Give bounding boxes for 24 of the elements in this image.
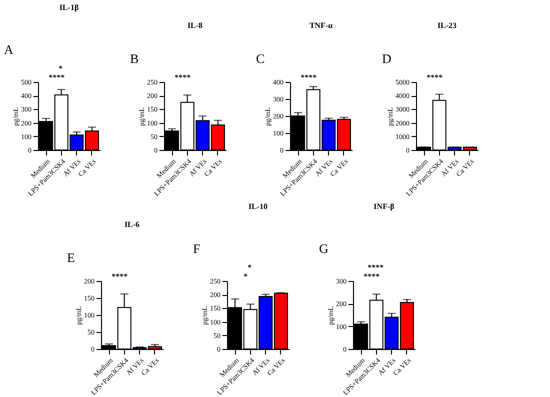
chart-title: IL-23 [437, 21, 457, 30]
text: **** [426, 73, 443, 82]
text: * [58, 64, 63, 73]
text: E [67, 250, 75, 265]
text: G [319, 241, 328, 256]
text: **** [112, 272, 128, 281]
text: B [130, 51, 139, 66]
text: **** [300, 73, 317, 82]
text: * [244, 272, 248, 281]
chart-title: TNF-α [309, 21, 334, 30]
chart-title: INF-β [374, 202, 394, 211]
text: **** [368, 263, 384, 272]
text: **** [174, 73, 191, 82]
text: **** [364, 272, 380, 281]
chart-title: IL-6 [124, 220, 140, 229]
text: D [382, 51, 392, 66]
chart-title: IL-8 [187, 21, 203, 30]
chart-title: IL-10 [248, 202, 268, 211]
text: F [193, 241, 200, 256]
chart-title: IL-1β [59, 3, 79, 12]
text: A [4, 42, 14, 57]
text: * [248, 263, 252, 272]
text: C [256, 51, 265, 66]
text: **** [48, 73, 65, 82]
